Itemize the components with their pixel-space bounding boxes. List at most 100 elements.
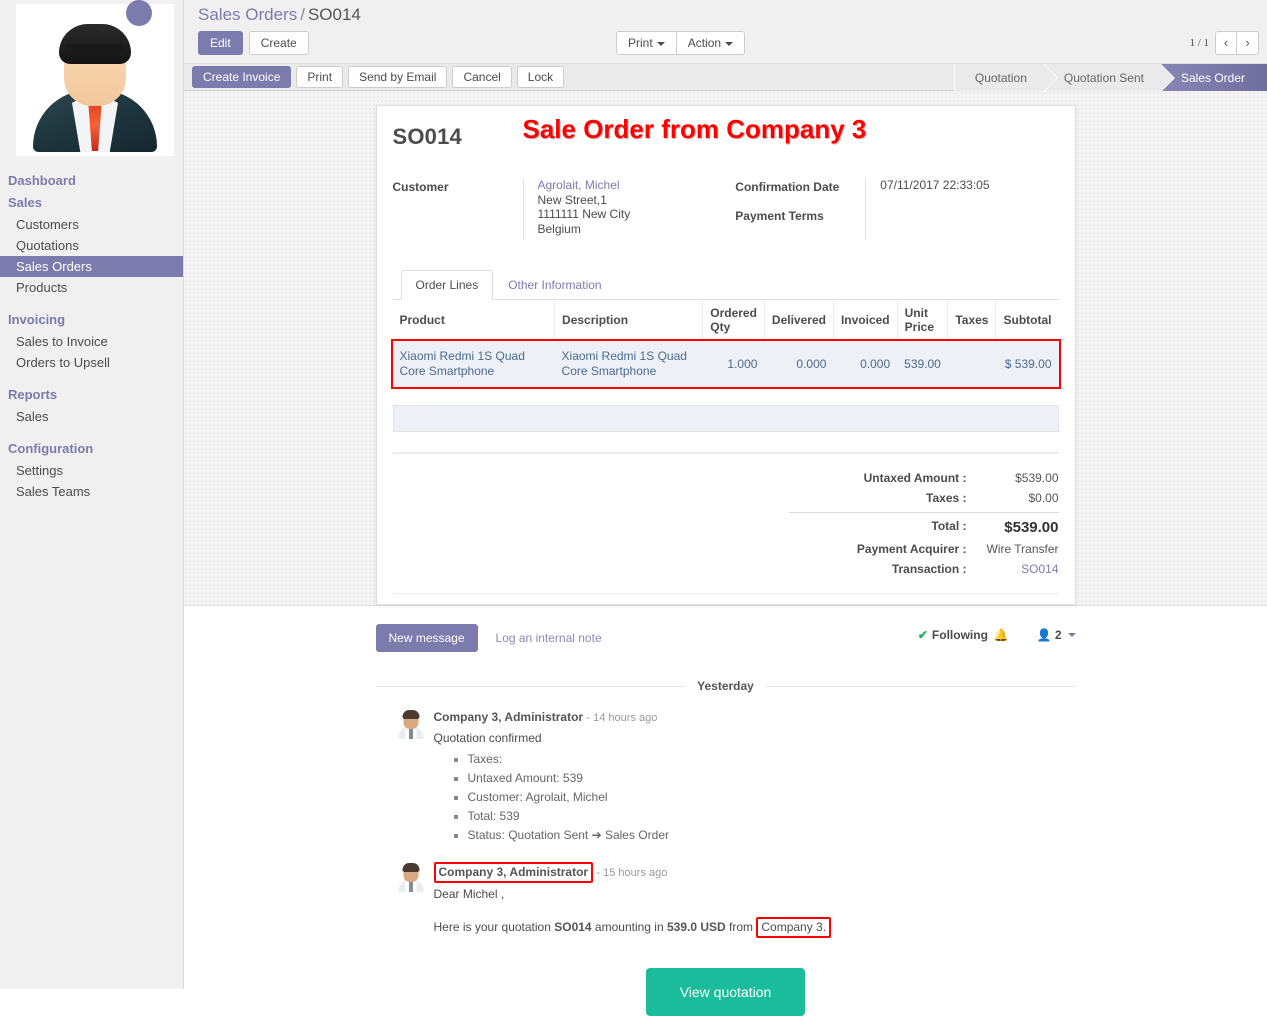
table-row[interactable]: Xiaomi Redmi 1S Quad Core Smartphone Xia… [390, 338, 1061, 389]
action-dropdown-button[interactable]: Action [676, 31, 746, 55]
col-taxes[interactable]: Taxes [947, 300, 997, 341]
annotation-sale-order-company: Sale Order from Company 3 [522, 114, 867, 144]
cell-taxes[interactable] [947, 340, 996, 387]
sidebar-item-customers[interactable]: Customers [16, 217, 79, 232]
list-item: Total: 539 [468, 808, 1076, 825]
col-subtotal[interactable]: Subtotal [995, 300, 1059, 341]
tab-other-information[interactable]: Other Information [508, 278, 602, 292]
view-quotation-button[interactable]: View quotation [645, 968, 806, 1016]
customer-city: 1111111 New City [537, 207, 631, 221]
add-item-row[interactable] [392, 405, 1059, 432]
cell-subtotal[interactable]: $ 539.00 [995, 340, 1059, 387]
sidebar-item-orders-to-upsell[interactable]: Orders to Upsell [16, 355, 110, 370]
cell-product[interactable]: Xiaomi Redmi 1S Quad Core Smartphone [392, 340, 555, 387]
totals-row-acquirer: Payment Acquirer : Wire Transfer [789, 539, 1059, 559]
message-body: Company 3, Administrator - 14 hours ago … [434, 709, 1076, 846]
day-separator-label: Yesterday [685, 679, 766, 693]
pager-previous-button[interactable]: ‹ [1215, 31, 1237, 55]
totals-row-taxes: Taxes : $0.00 [789, 488, 1059, 508]
sidebar-item-settings[interactable]: Settings [16, 463, 63, 478]
record-toolbar: Edit Create Print Action 1 / 1 ‹ › [184, 29, 1267, 63]
col-ordered-qty[interactable]: Ordered Qty [702, 300, 765, 341]
sidebar-heading-dashboard[interactable]: Dashboard [8, 173, 76, 188]
sidebar-item-products[interactable]: Products [16, 280, 68, 295]
cancel-button[interactable]: Cancel [452, 66, 512, 88]
list-item: Status: Quotation Sent ➔ Sales Order [468, 827, 1076, 844]
sidebar-item-sales-report[interactable]: Sales [16, 409, 49, 424]
col-description[interactable]: Description [554, 300, 704, 341]
cell-delivered[interactable]: 0.000 [764, 340, 834, 387]
following-status[interactable]: ✔ Following [918, 628, 988, 642]
transaction-value-link[interactable]: SO014 [1021, 562, 1059, 576]
create-invoice-button[interactable]: Create Invoice [192, 66, 292, 88]
sidebar-item-sales-teams[interactable]: Sales Teams [16, 484, 91, 499]
cell-invoiced[interactable]: 0.000 [833, 340, 898, 387]
lock-button[interactable]: Lock [516, 66, 565, 88]
form-content-area: SO014 Sale Order from Company 3 Customer… [184, 91, 1267, 605]
payment-acquirer-value: Wire Transfer [986, 542, 1059, 556]
taxes-value: $0.00 [1028, 491, 1059, 505]
print-dropdown-button[interactable]: Print [616, 31, 677, 55]
stage-sales-order[interactable]: Sales Order [1159, 64, 1267, 92]
col-delivered[interactable]: Delivered [764, 300, 834, 341]
stage-quotation-sent[interactable]: Quotation Sent [1042, 64, 1176, 92]
chevron-down-icon [656, 41, 665, 46]
customer-country: Belgium [537, 221, 581, 236]
log-internal-note-link[interactable]: Log an internal note [495, 631, 602, 645]
sidebar-heading-sales: Sales [8, 195, 42, 210]
new-message-button[interactable]: New message [375, 624, 478, 652]
edit-button[interactable]: Edit [198, 31, 243, 55]
list-item: Company 3, Administrator - 15 hours ago … [376, 862, 1076, 938]
order-lines-table: Product Description Ordered Qty Delivere… [390, 300, 1061, 389]
payment-terms-label: Payment Terms [735, 209, 824, 223]
form-tabs: Order Lines Other Information [392, 270, 1059, 300]
order-lines-head: Product Description Ordered Qty Delivere… [392, 300, 1059, 341]
follower-count: 2 [1054, 628, 1062, 642]
col-product[interactable]: Product [392, 300, 556, 341]
followers-button[interactable]: 👤 2 [1037, 628, 1076, 642]
form-fields: Customer Agrolait, Michel New Street,1 1… [393, 178, 1059, 240]
pager-next-button[interactable]: › [1237, 31, 1259, 55]
message-amount: 539.0 USD [666, 920, 726, 934]
payment-terms-value[interactable] [880, 205, 989, 219]
sidebar-item-sales-orders[interactable]: Sales Orders [0, 256, 183, 277]
send-by-email-button[interactable]: Send by Email [348, 66, 448, 88]
sidebar-item-sales-to-invoice[interactable]: Sales to Invoice [16, 334, 108, 349]
col-unit-price[interactable]: Unit Price [897, 300, 949, 341]
message-body-post: from [725, 920, 757, 934]
totals-block: Untaxed Amount : $539.00 Taxes : $0.00 T… [393, 468, 1059, 579]
cell-description[interactable]: Xiaomi Redmi 1S Quad Core Smartphone [554, 340, 703, 387]
following-label: Following [931, 628, 988, 642]
breadcrumb-root-link[interactable]: Sales Orders [198, 5, 298, 24]
action-dropdown-label: Action [687, 36, 722, 50]
tab-order-lines[interactable]: Order Lines [400, 270, 494, 300]
add-line-body [392, 405, 1059, 432]
cell-ordered-qty[interactable]: 1.000 [702, 340, 765, 387]
total-value: $539.00 [1004, 519, 1059, 536]
section-divider [392, 452, 1059, 454]
user-icon: 👤 [1036, 628, 1052, 642]
totals-row-untaxed: Untaxed Amount : $539.00 [789, 468, 1059, 488]
avatar-container [0, 0, 183, 156]
confirmation-date-label: Confirmation Date [735, 180, 840, 194]
sidebar-item-quotations[interactable]: Quotations [16, 238, 79, 253]
bell-icon[interactable]: 🔔 [993, 628, 1009, 642]
customer-group: Customer Agrolait, Michel New Street,1 1… [393, 178, 736, 240]
customer-name-link[interactable]: Agrolait, Michel [537, 178, 620, 192]
message-body-mid: amounting in [591, 920, 667, 934]
stage-quotation[interactable]: Quotation [953, 64, 1058, 92]
untaxed-amount-value: $539.00 [1015, 471, 1059, 485]
avatar-hair-shape [402, 863, 419, 872]
avatar-tie-shape [408, 728, 413, 739]
order-lines-body: Xiaomi Redmi 1S Quad Core Smartphone Xia… [390, 338, 1061, 389]
print-button[interactable]: Print [296, 66, 344, 88]
message-paragraph: Here is your quotation SO014 amounting i… [434, 917, 1076, 938]
total-label: Total : [931, 519, 967, 533]
page-title: SO014 [392, 124, 462, 149]
add-item-cell[interactable] [392, 405, 1059, 432]
cell-unit-price[interactable]: 539.00 [897, 340, 948, 387]
topbar: Sales Orders / SO014 Edit Create Print Act… [184, 0, 1267, 63]
col-invoiced[interactable]: Invoiced [833, 300, 898, 341]
create-button[interactable]: Create [248, 31, 309, 55]
day-separator: Yesterday [375, 678, 1076, 693]
